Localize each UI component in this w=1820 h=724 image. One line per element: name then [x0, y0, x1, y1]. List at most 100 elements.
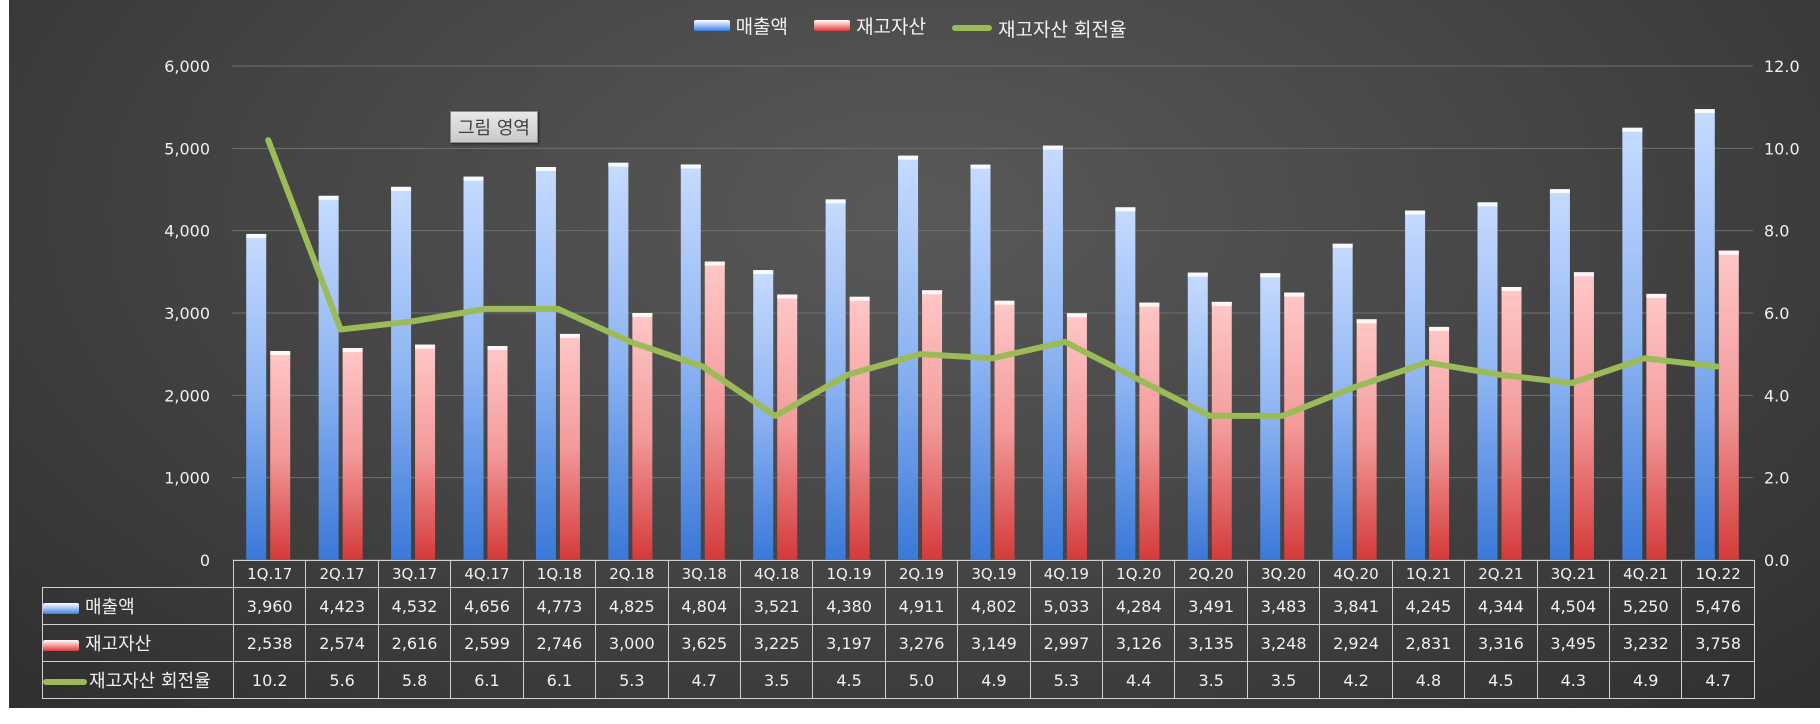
table-cell: 3,625: [667, 624, 741, 662]
y-tick-label: 3,000: [164, 304, 210, 323]
legend-label-sales: 매출액: [735, 16, 789, 38]
bar-inventory-highlight: [1718, 250, 1739, 255]
bar-sales-highlight: [898, 155, 919, 160]
table-cell: 3,960: [232, 587, 307, 625]
bar-sales-highlight: [1694, 109, 1715, 114]
bar-inventory: [1429, 326, 1450, 560]
bar-inventory: [777, 294, 798, 560]
bar-sales: [608, 162, 629, 560]
table-cell: 4.2: [1319, 661, 1393, 699]
table-cell: 3,149: [957, 624, 1031, 662]
bar-inventory-highlight: [994, 300, 1015, 305]
bar-inventory: [1573, 272, 1594, 560]
y2-tick-label: 8.0: [1764, 222, 1789, 241]
table-cell: 3,248: [1246, 624, 1321, 662]
category-label: 2Q.21: [1464, 560, 1538, 588]
table-cell: 3,232: [1609, 624, 1683, 662]
y-tick-label: 5,000: [164, 139, 210, 158]
table-cell: 4.9: [957, 661, 1031, 699]
category-label: 3Q.20: [1246, 560, 1321, 588]
bar-sales-highlight: [391, 186, 412, 191]
point-turnover: [556, 307, 559, 310]
legend-item-turnover: 재고자산 회전율: [952, 15, 1126, 42]
bar-sales-highlight: [1115, 207, 1136, 212]
bar-inventory-highlight: [487, 346, 508, 351]
category-label: 1Q.22: [1681, 560, 1755, 588]
bar-inventory: [849, 296, 870, 560]
category-label: 1Q.17: [232, 560, 307, 588]
row-label-inventory-text: 재고자산: [85, 634, 152, 655]
bar-inventory: [1718, 250, 1739, 560]
bar-sales: [1187, 272, 1208, 560]
y2-tick-label: 6.0: [1764, 304, 1789, 323]
row-label-sales: 매출액: [42, 587, 234, 625]
point-turnover: [412, 320, 415, 323]
table-cell: 4,804: [667, 587, 741, 625]
point-turnover: [267, 139, 270, 142]
bar-inventory-highlight: [559, 333, 580, 338]
y2-tick-label: 2.0: [1764, 469, 1789, 488]
bar-sales-highlight: [1187, 272, 1208, 277]
legend: 매출액 재고자산 재고자산 회전율: [0, 12, 1820, 42]
table-row-sales: 매출액 3,960 4,423 4,532 4,656 4,773 4,825 4,804 3…: [42, 587, 1755, 625]
bar-sales: [318, 195, 339, 560]
table-cell: 2,574: [305, 624, 379, 662]
table-cell: 5.8: [377, 661, 452, 699]
table-cell: 5,250: [1609, 587, 1683, 625]
table-cell: 5,476: [1681, 587, 1755, 625]
table-cell: 4.3: [1536, 661, 1611, 699]
point-turnover: [1208, 414, 1211, 417]
table-cell: 5.3: [1029, 661, 1104, 699]
point-turnover: [1643, 357, 1646, 360]
category-label: 1Q.20: [1102, 560, 1176, 588]
sales-swatch-icon: [693, 20, 730, 31]
table-cell: 3,495: [1536, 624, 1611, 662]
bar-sales: [1477, 202, 1498, 560]
turnover-swatch-icon: [43, 679, 87, 685]
bar-sales-highlight: [1622, 127, 1643, 132]
category-label: 3Q.18: [667, 560, 741, 588]
legend-label-turnover: 재고자산 회전율: [998, 18, 1127, 41]
bar-sales-highlight: [1477, 202, 1498, 207]
legend-item-inventory: 재고자산: [814, 12, 926, 39]
point-turnover: [846, 373, 849, 376]
table-cell: 4.9: [1609, 661, 1683, 699]
table-cell: 4,245: [1391, 587, 1466, 625]
point-turnover: [991, 357, 994, 360]
bar-sales-highlight: [1332, 243, 1353, 248]
bar-sales-highlight: [535, 167, 556, 172]
point-turnover: [339, 328, 342, 331]
bar-sales: [391, 186, 412, 560]
table-cell: 3.5: [1174, 661, 1248, 699]
table-cell: 4,773: [522, 587, 597, 625]
bar-inventory-highlight: [1646, 293, 1667, 298]
bar-inventory-highlight: [342, 348, 363, 353]
table-cell: 3,126: [1102, 624, 1176, 662]
bar-inventory-highlight: [1066, 313, 1087, 318]
y2-tick-label: 12.0: [1764, 57, 1800, 76]
point-turnover: [701, 365, 704, 368]
category-label: 3Q.19: [957, 560, 1031, 588]
bar-inventory-highlight: [632, 313, 653, 317]
bar-inventory: [1284, 292, 1305, 560]
bar-sales: [246, 233, 267, 560]
point-turnover: [1353, 386, 1356, 389]
table-cell: 4,344: [1464, 587, 1538, 625]
bar-inventory-highlight: [1139, 302, 1160, 307]
y-tick-label: 4,000: [164, 222, 210, 241]
category-row: 1Q.17 2Q.17 3Q.17 4Q.17 1Q.18 2Q.18 3Q.18 4Q.18…: [42, 560, 1755, 588]
table-cell: 5,033: [1029, 587, 1104, 625]
plot-area-tooltip: 그림 영역: [450, 111, 538, 143]
legend-item-sales: 매출액: [693, 12, 789, 39]
table-cell: 4.5: [812, 661, 886, 699]
bar-sales: [1405, 210, 1426, 560]
bar-inventory: [1646, 293, 1667, 560]
bar-sales: [1332, 243, 1353, 560]
point-turnover: [484, 307, 487, 310]
table-cell: 3.5: [1246, 661, 1321, 699]
table-cell: 4.5: [1464, 661, 1538, 699]
bar-sales: [1115, 207, 1136, 560]
category-label: 4Q.19: [1029, 560, 1104, 588]
bar-inventory-highlight: [415, 344, 436, 349]
bar-sales-highlight: [1549, 189, 1570, 194]
